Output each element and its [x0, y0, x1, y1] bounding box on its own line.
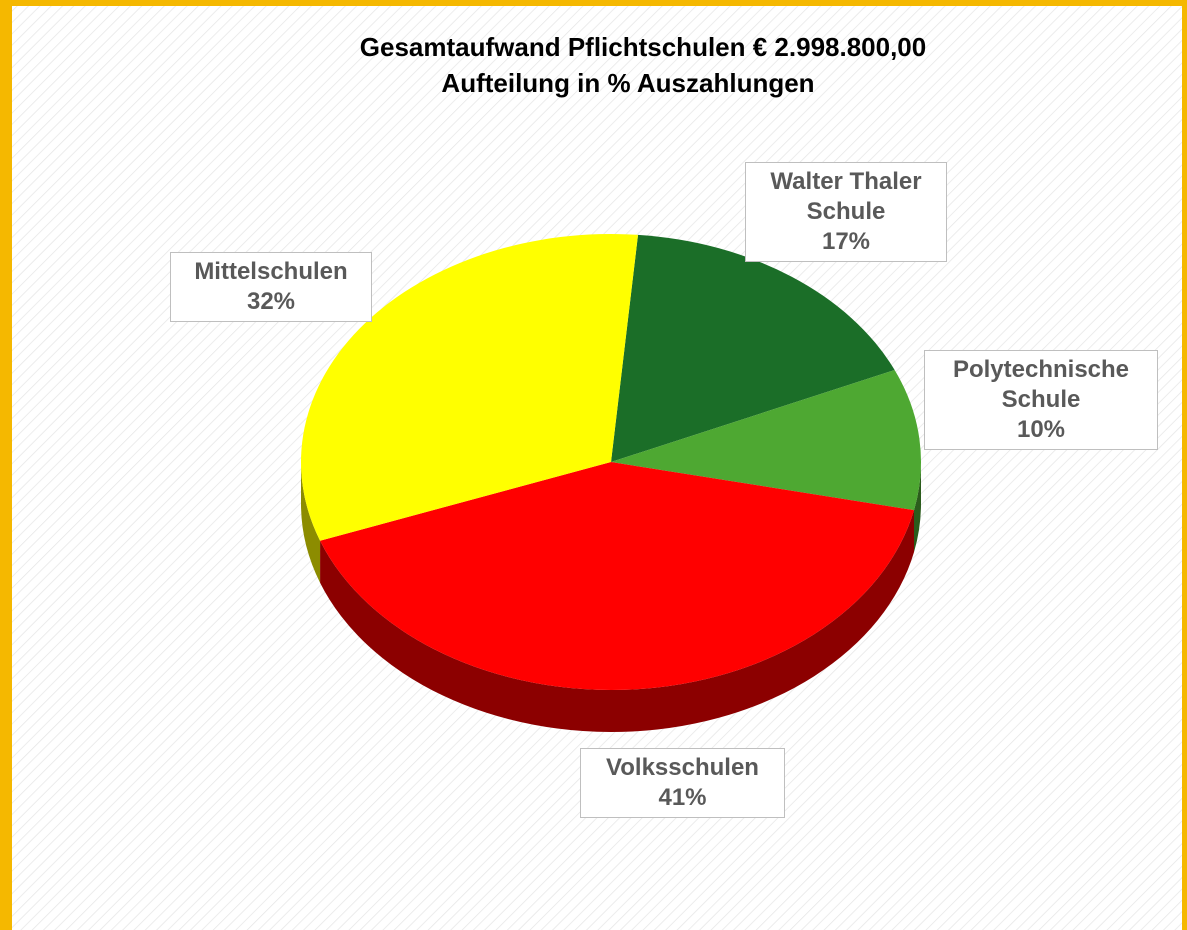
- pie-slice: [611, 369, 921, 511]
- pie-slice: [320, 462, 914, 690]
- data-label: Volksschulen 41%: [580, 748, 785, 818]
- value-label: 41%: [658, 784, 707, 811]
- value-label: 17%: [821, 228, 871, 255]
- category-label: Volksschulen: [606, 754, 759, 781]
- value-label: 10%: [1016, 416, 1066, 443]
- pie-slice: [301, 234, 639, 541]
- slice-side: [913, 462, 921, 553]
- slice-side: [301, 462, 321, 583]
- value-label: 32%: [246, 288, 296, 315]
- pie-slice: [611, 234, 895, 462]
- category-label: Walter Thaler Schule: [770, 168, 922, 225]
- chart-subtitle: Aufteilung in % Auszahlungen: [441, 68, 814, 98]
- data-label: Mittelschulen 32%: [170, 252, 372, 322]
- category-label: Polytechnische Schule: [952, 356, 1130, 413]
- category-label: Mittelschulen: [194, 258, 348, 285]
- slice-side: [320, 510, 914, 732]
- data-label: Polytechnische Schule 10%: [924, 350, 1158, 450]
- data-label: Walter Thaler Schule 17%: [745, 162, 947, 262]
- pie: [301, 234, 921, 732]
- chart-title: Gesamtaufwand Pflichtschulen € 2.998.800…: [360, 32, 926, 62]
